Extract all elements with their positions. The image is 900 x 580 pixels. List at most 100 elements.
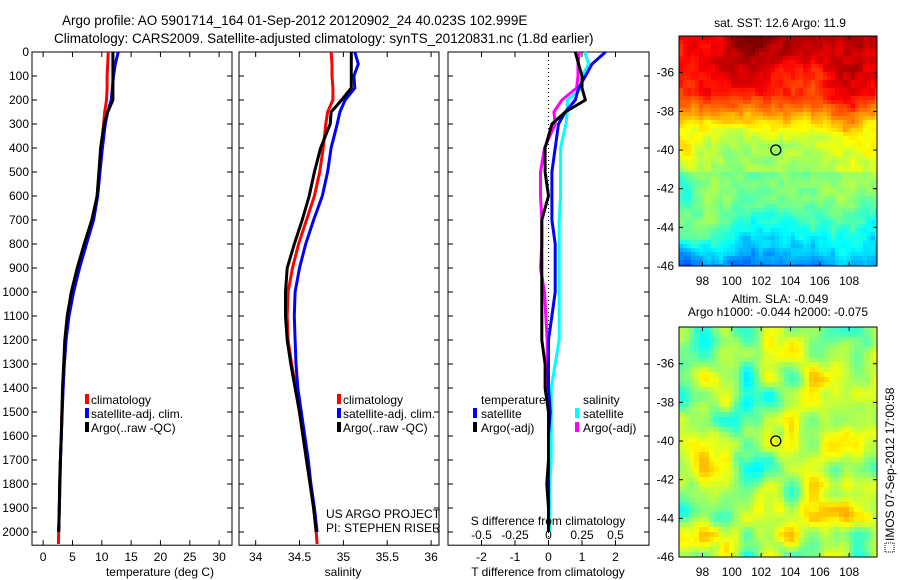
- x-tick-label: 10: [95, 550, 109, 564]
- legend-salinity-heading: salinity: [583, 393, 620, 407]
- x-tick-label: 34: [249, 550, 263, 564]
- x-tick-label: 5: [69, 550, 76, 564]
- credit-project: US ARGO PROJECT: [326, 507, 441, 521]
- lat-tick-label: -38: [657, 104, 675, 118]
- climatology-line: [56, 51, 110, 545]
- salinity-xlabel: salinity: [325, 565, 362, 579]
- depth-tick-label: 1900: [2, 501, 29, 515]
- depth-tick-label: 1400: [2, 381, 29, 395]
- legend-t-argo: Argo(-adj): [481, 421, 534, 435]
- depth-tick-label: 700: [9, 213, 29, 227]
- x-tick-label: -2: [476, 550, 487, 564]
- x-tick-label: 30: [212, 550, 226, 564]
- panel-frame: [238, 51, 440, 546]
- lat-tick-label: -36: [657, 357, 675, 371]
- legend-swatch-argo: [85, 422, 89, 432]
- lat-tick-label: -44: [657, 220, 675, 234]
- sla-map-subtitle: Argo h1000: -0.044 h2000: -0.075: [688, 305, 868, 319]
- x-tick-label: 35: [337, 550, 351, 564]
- x-tick-label: 20: [154, 550, 168, 564]
- title-line-2: Climatology: CARS2009. Satellite-adjuste…: [54, 31, 594, 46]
- argo-line: [57, 52, 115, 533]
- legend-t-satellite: satellite: [481, 407, 522, 421]
- sla-map: 98 100 102 104 106 108 -36 -38 -40 -42 -44 -46: [657, 326, 878, 579]
- lon-tick-label: 100: [722, 274, 742, 288]
- legend-swatch-argo: [337, 422, 341, 432]
- depth-tick-label: 0: [22, 45, 29, 59]
- depth-tick-label: 300: [9, 117, 29, 131]
- t-difference-xlabel: T difference from climatology: [471, 565, 625, 579]
- depth-tick-label: 1800: [2, 477, 29, 491]
- lat-tick-label: -36: [657, 66, 675, 80]
- imos-stamp: IMOS 07-Sep-2012 17:00:58: [883, 387, 897, 553]
- x-tick-label: 1: [579, 550, 586, 564]
- legend-swatch-satellite: [85, 408, 89, 418]
- legend-swatch-climatology: [337, 394, 341, 404]
- legend-argo: Argo(..raw -QC): [91, 421, 176, 435]
- satellite-line: [292, 51, 360, 533]
- lat-tick-label: -40: [657, 434, 675, 448]
- satellite-line: [57, 51, 120, 533]
- lon-tick-label: 104: [780, 565, 800, 579]
- temperature-legend: climatology satellite-adj. clim. Argo(..…: [85, 393, 183, 435]
- difference-legend: temperature satellite Argo(-adj) salinit…: [473, 393, 636, 435]
- legend-swatch-s-satellite: [575, 408, 579, 418]
- lat-tick-label: -42: [657, 182, 675, 196]
- x-tick-label: 34.5: [288, 550, 312, 564]
- depth-tick-label: 1700: [2, 453, 29, 467]
- lat-tick-label: -46: [657, 550, 675, 564]
- s-tick-label: -0.5: [471, 528, 492, 542]
- legend-swatch-climatology: [85, 394, 89, 404]
- s-satellite-diff-line: [548, 51, 591, 532]
- depth-tick-label: 500: [9, 165, 29, 179]
- salinity-panel: 34 34.5 35 35.5 36: [238, 51, 440, 564]
- s-tick-label: 0: [545, 528, 552, 542]
- legend-satellite: satellite-adj. clim.: [343, 407, 435, 421]
- lat-tick-label: -44: [657, 511, 675, 525]
- s-tick-label: -0.25: [501, 528, 529, 542]
- depth-tick-label: 1200: [2, 333, 29, 347]
- legend-satellite: satellite-adj. clim.: [91, 407, 183, 421]
- sst-map-title: sat. SST: 12.6 Argo: 11.9: [714, 16, 846, 30]
- lon-tick-label: 106: [810, 565, 830, 579]
- legend-swatch-t-argo: [473, 422, 477, 432]
- lon-tick-label: 102: [751, 565, 771, 579]
- title-line-1: Argo profile: AO 5901714_164 01-Sep-2012…: [62, 13, 527, 28]
- map-frame: [678, 326, 878, 558]
- argo-line: [284, 52, 353, 533]
- depth-tick-label: 100: [9, 69, 29, 83]
- depth-tick-label: 1000: [2, 285, 29, 299]
- t-argo-diff-line: [540, 51, 587, 532]
- legend-temperature-heading: temperature: [481, 393, 546, 407]
- lon-tick-label: 104: [780, 274, 800, 288]
- sla-map-image: [679, 327, 877, 557]
- x-tick-label: 25: [183, 550, 197, 564]
- depth-tick-label: 1100: [3, 309, 29, 323]
- x-tick-label: 35.5: [376, 550, 400, 564]
- legend-swatch-t-satellite: [473, 408, 477, 418]
- sla-map-title: Altim. SLA: -0.049: [732, 292, 829, 306]
- salinity-legend: climatology satellite-adj. clim. Argo(..…: [337, 393, 435, 435]
- depth-tick-label: 200: [9, 93, 29, 107]
- lon-tick-label: 98: [696, 274, 710, 288]
- imos-logo-icon: [884, 542, 895, 553]
- difference-panel: -2 -1 0 1 2 -0.5 -0.25 0 0.25 0.5: [447, 50, 650, 564]
- map-frame: [678, 35, 878, 267]
- sst-map: 98 100 102 104 106 108 -36 -38 -40 -42 -44 -46: [657, 35, 878, 288]
- depth-axis-labels: 0 100 200 300 400 500 600 700 800 900 1000 1100 1200…: [2, 45, 29, 539]
- temperature-panel: 0 5 10 15 20 25 30: [31, 51, 233, 564]
- x-tick-label: -1: [510, 550, 521, 564]
- lon-tick-label: 102: [751, 274, 771, 288]
- depth-tick-label: 1500: [2, 405, 29, 419]
- panel-frame: [31, 51, 233, 546]
- imos-timestamp: IMOS 07-Sep-2012 17:00:58: [883, 387, 897, 541]
- s-tick-label: 0.5: [607, 528, 624, 542]
- depth-tick-label: 600: [9, 189, 29, 203]
- depth-tick-label: 2000: [2, 525, 29, 539]
- lat-tick-label: -38: [657, 395, 675, 409]
- lat-tick-label: -46: [657, 259, 675, 273]
- legend-climatology: climatology: [91, 393, 151, 407]
- depth-tick-label: 1600: [2, 429, 29, 443]
- lat-tick-label: -42: [657, 473, 675, 487]
